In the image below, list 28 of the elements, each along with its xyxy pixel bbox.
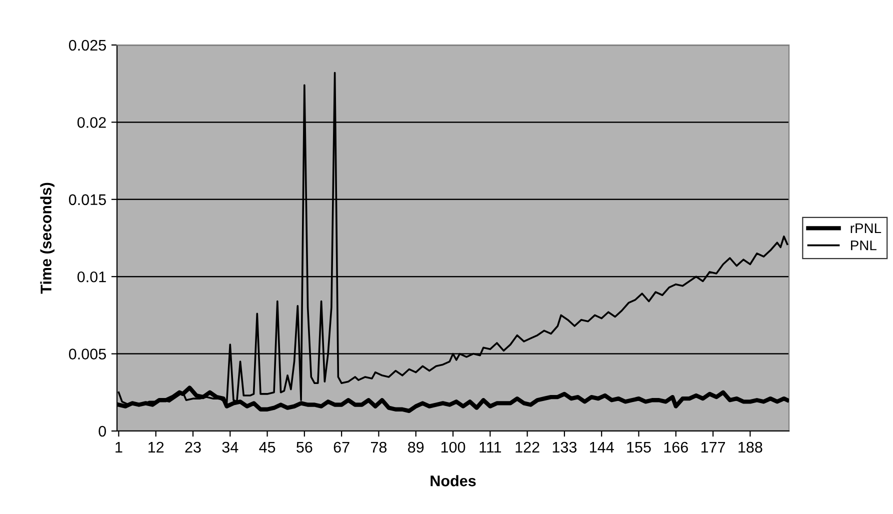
legend-label: rPNL — [850, 223, 882, 234]
x-tick-label: 144 — [590, 442, 614, 452]
x-axis-title: Nodes — [430, 475, 476, 486]
x-tick-label: 67 — [334, 442, 350, 453]
x-tick-label: 122 — [516, 442, 540, 452]
x-tick-label: 56 — [296, 442, 312, 453]
x-tick-label: 177 — [701, 442, 725, 452]
x-tick-label: 78 — [370, 442, 387, 453]
x-tick-label: 23 — [185, 442, 201, 453]
x-tick-label: 111 — [480, 442, 502, 452]
y-tick-label: 0.005 — [68, 348, 106, 360]
x-tick-label: 34 — [222, 442, 238, 453]
y-tick-label: 0.025 — [68, 40, 106, 51]
y-tick-label: 0.02 — [77, 117, 106, 128]
x-tick-label: 188 — [738, 442, 762, 453]
y-tick-label: 0.01 — [77, 271, 106, 282]
x-tick-label: 45 — [259, 442, 276, 453]
x-tick-label: 133 — [552, 442, 577, 453]
y-axis-title: Time (seconds) — [40, 182, 54, 294]
y-tick-label: 0.015 — [68, 194, 106, 206]
x-tick-label: 166 — [664, 442, 688, 453]
legend-label: PNL — [851, 240, 876, 250]
x-tick-label: 89 — [408, 442, 424, 453]
y-tick-label: 0 — [98, 426, 106, 437]
x-tick-label: 1 — [116, 442, 122, 452]
x-tick-label: 12 — [148, 442, 164, 452]
x-tick-label: 155 — [627, 442, 651, 453]
x-tick-label: 100 — [441, 442, 466, 453]
